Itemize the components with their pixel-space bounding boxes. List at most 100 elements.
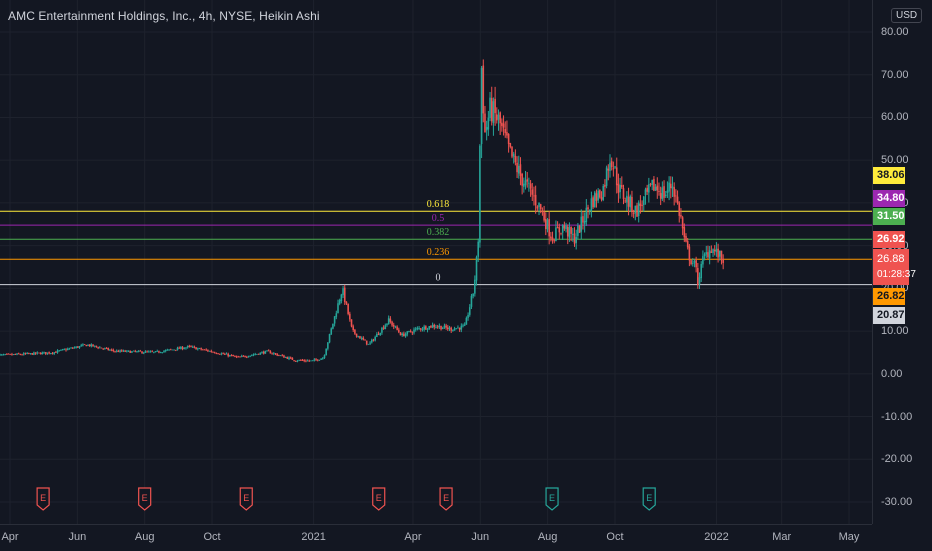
candle-body (543, 212, 545, 221)
candle-body (409, 330, 412, 332)
candle-body (688, 246, 691, 261)
candle-body (55, 352, 57, 353)
candle-body (34, 352, 37, 354)
candle-body (153, 351, 155, 353)
candle-body (166, 349, 169, 351)
candle-body (528, 182, 530, 184)
price-badge-3806: 38.06 (873, 167, 905, 184)
candle-body (274, 353, 277, 355)
candle-body (149, 351, 152, 353)
candle-body (41, 352, 44, 355)
candle-body (585, 207, 588, 222)
candle-body (436, 326, 439, 328)
candle-body (602, 185, 605, 200)
candle-body (51, 353, 54, 354)
x-tick-label: Jun (471, 531, 490, 543)
candle-body (404, 334, 407, 337)
candle-body (181, 347, 184, 350)
candle-body (588, 209, 591, 212)
candle-body (93, 345, 96, 347)
time-axis[interactable]: Apr Jun Aug Oct 2021 Apr Jun Aug Oct 2022 Mar May (0, 524, 872, 551)
candle-body (656, 185, 659, 191)
candle-body (710, 251, 713, 253)
candle-body (365, 340, 368, 345)
candle-body (573, 233, 576, 244)
candle-body (675, 195, 677, 197)
candle-body (273, 353, 275, 355)
candle-body (210, 350, 213, 352)
candle-body (311, 360, 314, 362)
earnings-marker-label: E (40, 493, 46, 503)
candle-body (722, 258, 724, 263)
candle-body (7, 353, 10, 355)
fibonacci-retracement: 0.618 0.5 0.382 0.236 0 (0, 199, 872, 286)
earnings-marker (372, 487, 386, 511)
candle-body (347, 303, 349, 314)
candle-body (661, 187, 664, 200)
candle-body (457, 327, 459, 329)
candle-body (403, 333, 405, 337)
candle-body (316, 359, 319, 361)
candle-body (717, 248, 719, 258)
candle-body (680, 214, 682, 217)
candle-body (332, 323, 334, 329)
candle-body (592, 197, 594, 208)
candle-body (17, 353, 20, 355)
candle-body (337, 303, 339, 314)
candle-body (355, 333, 358, 337)
candle-body (445, 325, 447, 328)
candle-body (131, 351, 133, 353)
candle-body (2, 354, 5, 356)
fib-level-label: 0.236 (427, 247, 450, 258)
candle-body (65, 349, 67, 351)
candle-body (85, 344, 88, 347)
candle-body (392, 324, 395, 327)
candle-body (66, 348, 69, 351)
candle-body (713, 249, 716, 252)
candle-body (511, 146, 513, 157)
candle-body (68, 348, 71, 350)
candle-body (104, 348, 106, 349)
candle-body (475, 257, 478, 281)
candle-body (63, 349, 66, 351)
candle-body (411, 332, 414, 334)
candle-body (16, 353, 18, 355)
candle-body (294, 360, 297, 362)
candle-body (597, 190, 599, 201)
fib-level-label: 0.382 (427, 227, 450, 238)
candle-body (24, 353, 27, 355)
candle-body (239, 356, 241, 358)
y-tick-label: 0.00 (881, 367, 903, 380)
candle-body (637, 202, 640, 217)
price-chart[interactable]: 0.618 0.5 0.382 0.236 0 E E E E E E E (0, 0, 872, 524)
chart-title: AMC Entertainment Holdings, Inc., 4h, NY… (8, 9, 320, 23)
candle-body (389, 318, 392, 322)
earnings-marker (239, 487, 253, 511)
candle-body (458, 327, 461, 330)
candle-body (590, 198, 593, 211)
currency-button[interactable]: USD (891, 8, 923, 23)
y-tick-label: -20.00 (881, 453, 913, 466)
candle-body (175, 349, 177, 351)
candle-body (416, 327, 419, 329)
candle-body (370, 339, 373, 343)
candle-body (87, 344, 89, 346)
candle-body (605, 167, 608, 186)
candle-body (146, 351, 148, 353)
candle-body (120, 350, 123, 352)
candle-body (617, 183, 620, 193)
candle-body (176, 347, 179, 351)
candle-body (480, 67, 483, 144)
candle-body (102, 348, 104, 350)
candle-body (533, 195, 535, 197)
candle-body (578, 225, 581, 233)
candle-body (546, 219, 549, 230)
candle-body (452, 330, 454, 331)
candle-body (384, 325, 387, 330)
candle-body (180, 346, 182, 349)
candle-body (560, 232, 562, 234)
candle-body (509, 143, 512, 147)
candle-body (690, 260, 692, 264)
candle-body (230, 355, 233, 357)
